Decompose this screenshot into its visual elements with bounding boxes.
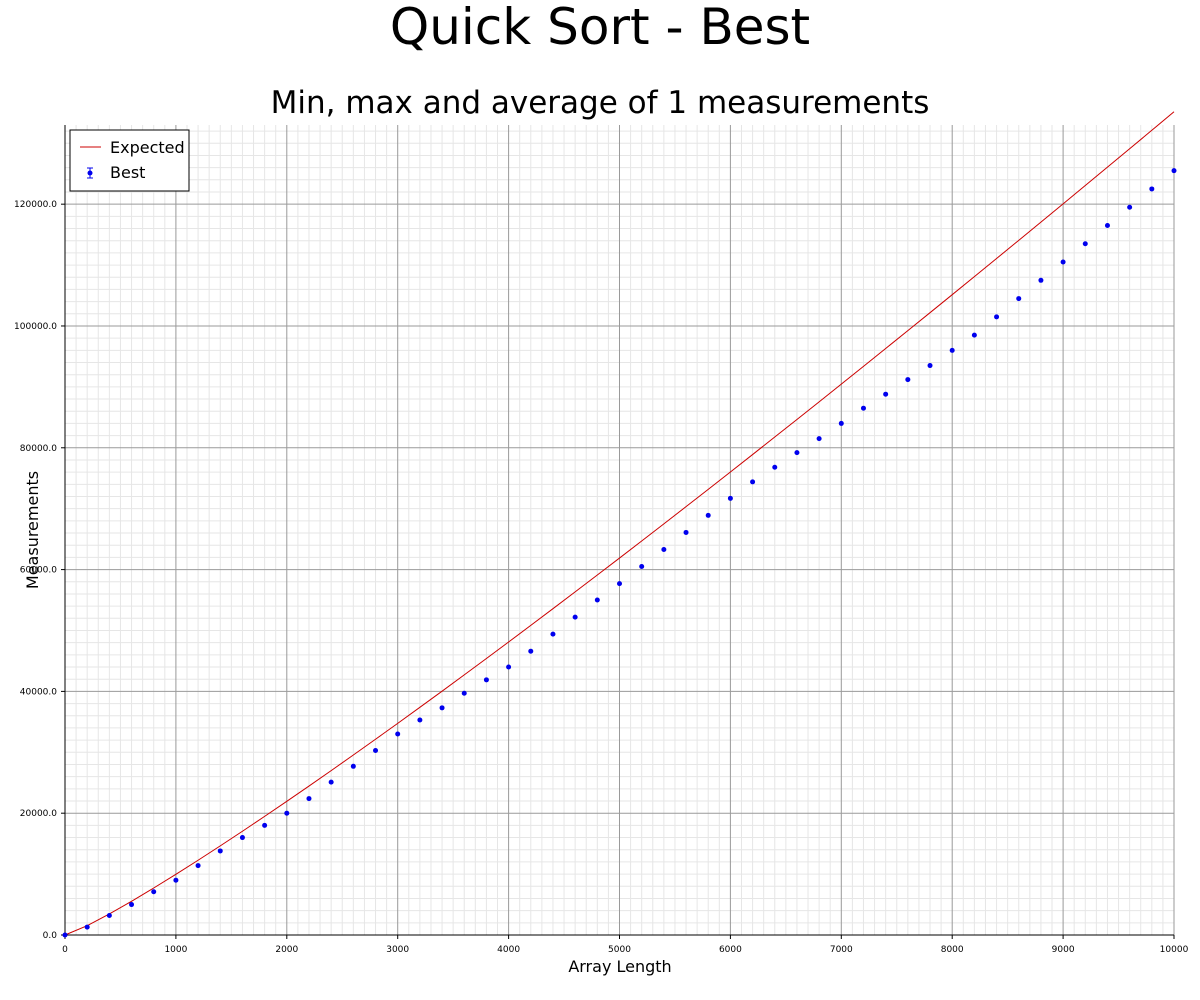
y-tick-label: 0.0 (43, 931, 58, 941)
data-point-best (417, 717, 423, 723)
data-point-best (62, 932, 68, 938)
data-point-best (306, 796, 312, 802)
data-point-best (528, 648, 534, 654)
data-point-best (106, 913, 112, 919)
data-point-best (1016, 296, 1022, 302)
data-point-best (683, 529, 689, 535)
data-point-best (838, 420, 844, 426)
data-point-best (1127, 204, 1133, 210)
data-point-best (816, 436, 822, 442)
data-point-best (173, 877, 179, 883)
data-point-best (860, 405, 866, 411)
x-axis-ticks: 0 1000 2000 3000 4000 5000 6000 7000 8000 9000 100… (62, 935, 1189, 955)
y-tick-label: 120000.0 (14, 200, 57, 210)
data-point-best (594, 597, 600, 603)
data-point-best (239, 835, 245, 841)
chart-title: Quick Sort - Best (390, 0, 810, 56)
data-point-best (483, 677, 489, 683)
data-point-best (639, 564, 645, 570)
x-tick-label: 10000 (1160, 945, 1189, 955)
data-point-best (461, 690, 467, 696)
data-point-best (217, 848, 223, 854)
data-point-best (971, 332, 977, 338)
data-point-best (750, 479, 756, 485)
data-point-best (1104, 222, 1110, 228)
y-axis-label: Measurements (23, 471, 42, 589)
data-point-best (1171, 168, 1177, 174)
data-point-best (727, 495, 733, 501)
series-expected-line (64, 111, 1175, 936)
legend-box (69, 129, 190, 192)
x-axis-label: Array Length (568, 957, 671, 976)
x-tick-label: 9000 (1052, 945, 1075, 955)
data-point-best (905, 377, 911, 383)
data-point-best (705, 512, 711, 518)
x-tick-label: 3000 (386, 945, 409, 955)
data-point-best (572, 614, 578, 620)
data-point-best (661, 546, 667, 552)
x-tick-label: 7000 (830, 945, 853, 955)
data-point-best (262, 822, 268, 828)
data-point-best (1038, 277, 1044, 283)
x-tick-label: 6000 (719, 945, 742, 955)
series-layer (62, 111, 1177, 938)
data-point-best (84, 924, 90, 930)
data-point-best (284, 810, 290, 816)
y-tick-label: 100000.0 (14, 322, 57, 332)
data-point-best (949, 347, 955, 353)
y-axis-ticks: 0.0 20000.0 40000.0 60000.0 80000.0 100000.0 1… (14, 200, 65, 941)
data-point-best (617, 581, 622, 587)
y-tick-label: 80000.0 (20, 444, 57, 454)
data-point-best (772, 464, 778, 470)
data-point-best (373, 747, 379, 753)
x-tick-label: 0 (62, 945, 68, 955)
data-point-best (395, 731, 401, 737)
data-point-best (1060, 259, 1066, 265)
y-tick-label: 20000.0 (20, 809, 57, 819)
data-point-best (129, 902, 135, 908)
data-point-best (506, 664, 512, 670)
data-point-best (328, 779, 334, 785)
data-point-best (151, 889, 157, 895)
data-point-best (439, 705, 445, 711)
legend-expected-label: Expected (110, 138, 185, 157)
x-tick-label: 1000 (164, 945, 187, 955)
data-point-best (350, 763, 356, 769)
x-tick-label: 5000 (608, 945, 631, 955)
data-point-best (994, 314, 1000, 320)
y-tick-label: 40000.0 (20, 687, 57, 697)
legend-best-label: Best (110, 163, 145, 182)
legend-best-swatch (87, 170, 93, 176)
data-point-best (794, 450, 800, 456)
data-point-best (883, 391, 889, 397)
y-tick-label: 60000.0 (20, 566, 57, 576)
data-point-best (550, 631, 556, 637)
x-tick-label: 2000 (275, 945, 298, 955)
data-point-best (927, 363, 933, 369)
legend: Expected Best (69, 129, 190, 192)
x-tick-label: 8000 (941, 945, 964, 955)
data-point-best (1149, 186, 1155, 192)
plot-area: 0 1000 2000 3000 4000 5000 6000 7000 8000 9000 100… (14, 111, 1189, 955)
data-point-best (195, 863, 201, 869)
x-tick-label: 4000 (497, 945, 520, 955)
data-point-best (1082, 241, 1088, 247)
chart-subtitle: Min, max and average of 1 measurements (271, 85, 930, 121)
